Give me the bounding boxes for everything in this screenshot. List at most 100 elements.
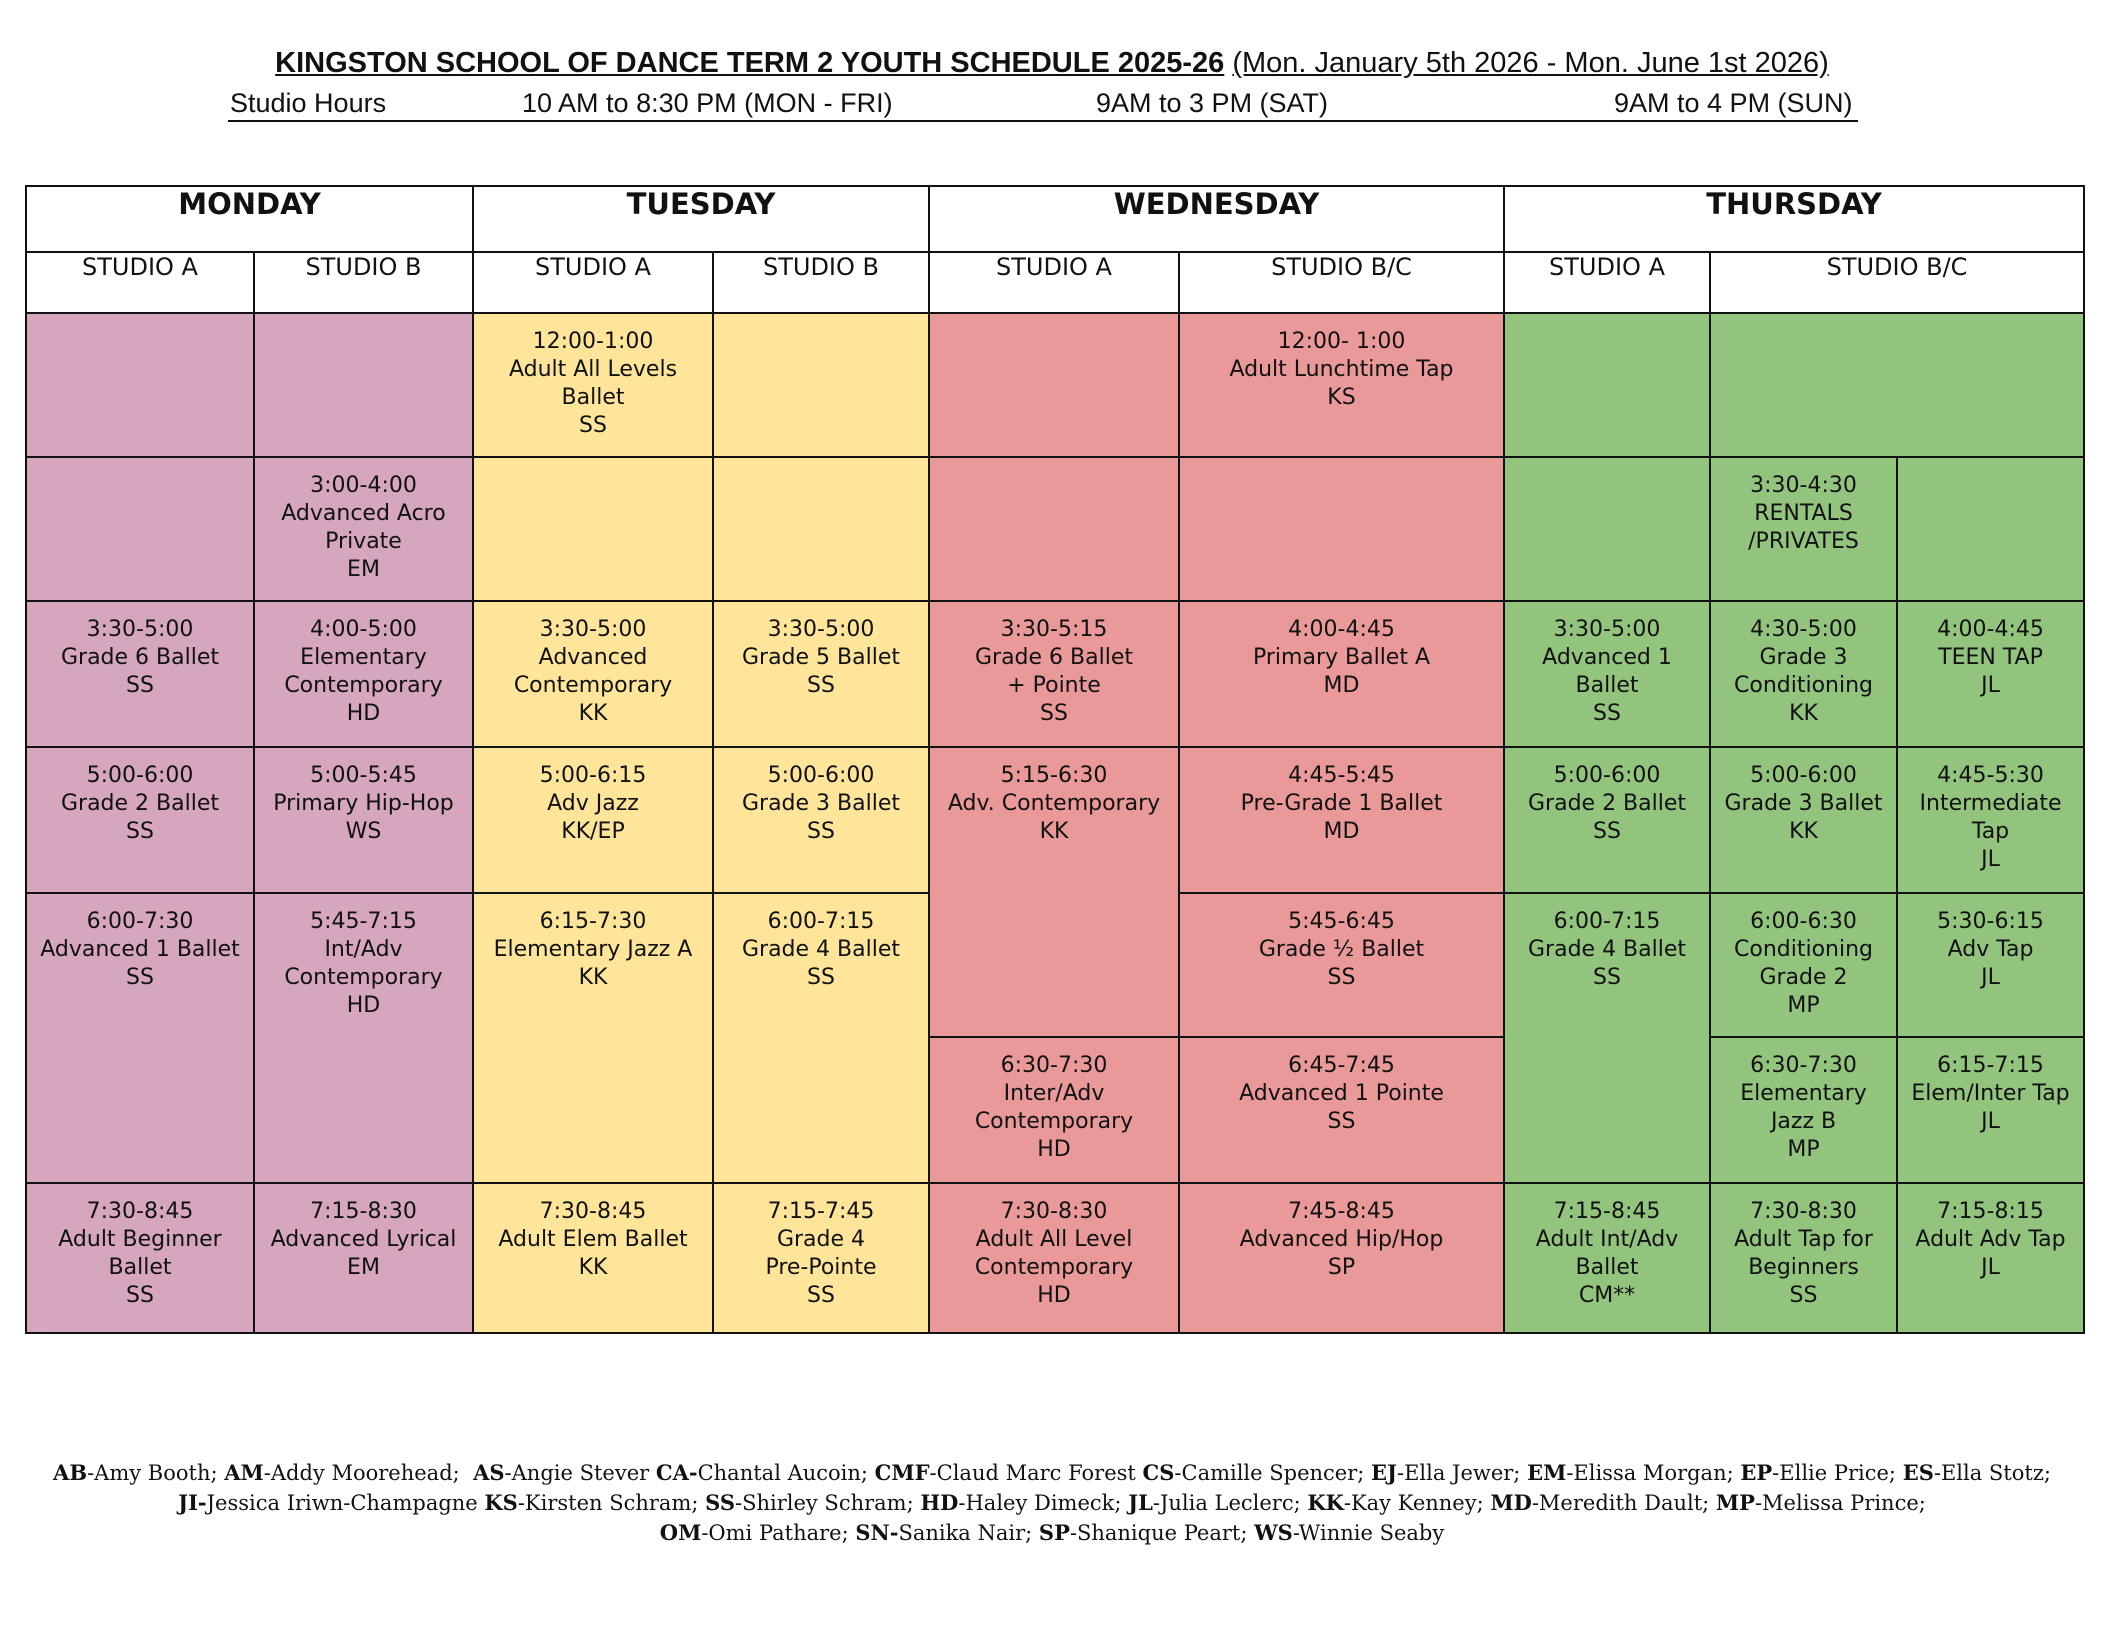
class-name: Advanced Hip/Hop (1239, 1227, 1444, 1252)
instructor-name: -Kay Kenney; (1343, 1491, 1491, 1515)
class-instructor: HD (1037, 1137, 1071, 1162)
class-name: Conditioning (1734, 937, 1874, 962)
instructor-code: CS (1142, 1460, 1175, 1485)
studio-header-thu-bc: STUDIO B/C (1709, 251, 2086, 314)
class-instructor: JL (1981, 847, 2000, 872)
class-name: Contemporary (974, 1255, 1134, 1280)
instructor-name: Chantal Aucoin; (697, 1461, 875, 1485)
class-cell: 7:30-8:45 Adult Beginner Ballet SS (25, 1182, 255, 1334)
class-name: RENTALS (1754, 501, 1853, 526)
class-cell: 5:00-6:00 Grade 3 Ballet SS (712, 746, 930, 894)
class-instructor: KK (578, 1255, 608, 1280)
class-name: Grade 2 Ballet (60, 791, 220, 816)
class-instructor: SS (1593, 701, 1621, 726)
class-cell: 3:30-5:00 Grade 5 Ballet SS (712, 600, 930, 748)
empty-slot (712, 456, 930, 602)
class-time: 5:30-6:15 (1937, 909, 2044, 934)
class-cell: 6:15-7:15 Elem/Inter Tap JL (1896, 1036, 2086, 1184)
studio-header-mon-b: STUDIO B (253, 251, 474, 314)
studio-header-tue-a: STUDIO A (472, 251, 714, 314)
instructor-name: -Shirley Schram; (734, 1491, 921, 1515)
class-name: Advanced (538, 645, 648, 670)
instructor-name: -Haley Dimeck; (958, 1491, 1129, 1515)
class-cell: 12:00- 1:00 Adult Lunchtime Tap KS (1177, 312, 1506, 458)
class-instructor: MP (1787, 993, 1820, 1018)
empty-slot (253, 312, 474, 458)
class-instructor: HD (346, 701, 381, 726)
class-time: 5:45-7:15 (310, 909, 417, 934)
hours-weekday: 10 AM to 8:30 PM (MON - FRI) (522, 88, 893, 118)
class-name: Jazz B (1770, 1109, 1837, 1134)
page-title: KINGSTON SCHOOL OF DANCE TERM 2 YOUTH SC… (0, 44, 2104, 82)
class-time: 12:00- 1:00 (1277, 329, 1406, 354)
class-time: 7:15-8:45 (1553, 1199, 1661, 1224)
class-name: Ballet (1575, 673, 1639, 698)
instructor-code: EP (1740, 1460, 1773, 1485)
class-time: 4:00-4:45 (1288, 617, 1395, 642)
class-instructor: EM (347, 1255, 380, 1280)
class-time: 6:30-7:30 (1000, 1053, 1108, 1078)
class-cell: 6:45-7:45 Advanced 1 Pointe SS (1177, 1036, 1506, 1184)
class-name: Grade 2 (1759, 965, 1848, 990)
instructor-name: -Amy Booth; (87, 1461, 225, 1485)
class-cell: 4:00-4:45 TEEN TAP JL (1896, 600, 2086, 748)
instructor-name: -Claud Marc Forest (929, 1461, 1143, 1485)
class-cell: 6:30-7:30 Inter/Adv Contemporary HD (928, 1036, 1180, 1184)
class-cell: 5:45-6:45 Grade ½ Ballet SS (1177, 892, 1506, 1038)
instructor-code: SP (1038, 1520, 1070, 1545)
class-instructor: SS (1040, 701, 1068, 726)
day-header-thursday: THURSDAY (1503, 185, 2086, 253)
class-instructor: WS (345, 819, 382, 844)
class-name: + Pointe (1007, 673, 1101, 698)
class-instructor: EM (347, 557, 380, 582)
class-instructor: SS (126, 965, 154, 990)
class-name: Elem/Inter Tap (1911, 1081, 2070, 1106)
class-cell: 3:30-4:30 RENTALS/PRIVATES (1709, 456, 1899, 602)
class-name: TEEN TAP (1938, 645, 2043, 670)
studio-header-wed-bc: STUDIO B/C (1177, 251, 1506, 314)
day-header-wednesday: WEDNESDAY (927, 185, 1506, 253)
class-name: Adv Jazz (547, 791, 639, 816)
class-time: 4:00-4:45 (1937, 617, 2044, 642)
empty-slot (1177, 456, 1506, 602)
instructor-name: -Shanique Peart; (1069, 1521, 1255, 1545)
class-cell: 5:45-7:15 Int/Adv Contemporary HD (253, 892, 474, 1184)
instructor-name: -Addy Moorehead; (263, 1461, 474, 1485)
class-time: 5:00-6:00 (86, 763, 194, 788)
class-name: Grade 6 Ballet (974, 645, 1134, 670)
class-instructor: KK (1039, 819, 1069, 844)
class-cell: 7:15-8:15 Adult Adv Tap JL (1896, 1182, 2086, 1334)
class-time: 3:30-5:15 (1000, 617, 1108, 642)
class-cell: 4:30-5:00 Grade 3 Conditioning KK (1709, 600, 1899, 748)
class-time: 4:30-5:00 (1750, 617, 1857, 642)
class-name: Adult Beginner (58, 1227, 222, 1252)
class-instructor: SS (126, 819, 154, 844)
class-cell: 7:15-7:45 Grade 4 Pre-Pointe SS (712, 1182, 930, 1334)
class-time: 7:30-8:30 (1750, 1199, 1857, 1224)
empty-slot (1896, 456, 2086, 602)
instructor-name: -Melissa Prince; (1754, 1491, 1926, 1515)
studio-hours-label: Studio Hours (230, 88, 387, 118)
class-cell: 4:00-5:00 Elementary Contemporary HD (253, 600, 474, 748)
class-time: 4:00-5:00 (310, 617, 417, 642)
instructor-code: SN- (855, 1520, 899, 1545)
class-name: Adv. Contemporary (947, 791, 1161, 816)
class-cell: 6:00-7:15 Grade 4 Ballet SS (1503, 892, 1712, 1184)
class-name: Pre-Pointe (765, 1255, 877, 1280)
class-time: 6:00-7:15 (1553, 909, 1661, 934)
legend-line: AB-Amy Booth; AM-Addy Moorehead; AS-Angi… (0, 1458, 2104, 1488)
class-time: 7:30-8:30 (1000, 1199, 1108, 1224)
class-instructor: MP (1787, 1137, 1820, 1162)
class-cell: 6:15-7:30 Elementary Jazz A KK (472, 892, 714, 1184)
class-instructor: SS (1593, 965, 1621, 990)
instructor-code: SS (705, 1490, 735, 1515)
class-time: 3:30-4:30 (1750, 473, 1857, 498)
class-name: Grade 4 Ballet (741, 937, 901, 962)
instructor-code: KK (1307, 1490, 1344, 1515)
class-instructor: SS (807, 965, 835, 990)
class-cell: 5:30-6:15 Adv Tap JL (1896, 892, 2086, 1038)
class-instructor: JL (1981, 673, 2000, 698)
day-header-monday: MONDAY (25, 185, 474, 253)
instructor-name: Jessica Iriwn-Champagne (206, 1491, 485, 1515)
class-instructor: CM** (1578, 1283, 1636, 1308)
